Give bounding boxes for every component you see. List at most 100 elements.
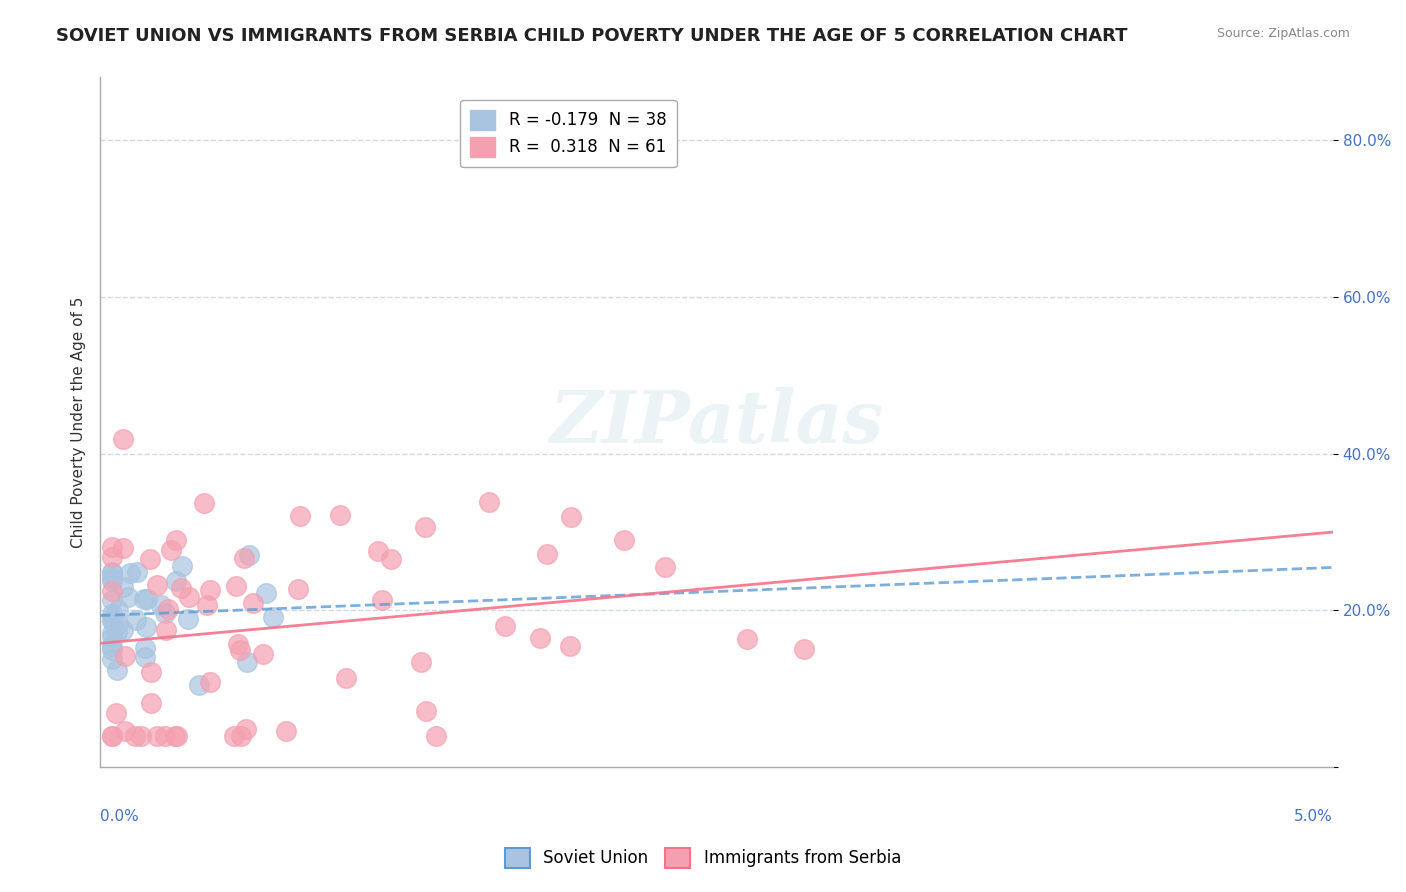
Point: [117, 590, 139, 604]
Point: [494, 619, 516, 633]
Point: [242, 596, 264, 610]
Point: [229, 643, 252, 657]
Point: [104, 706, 127, 721]
Point: [101, 630, 124, 644]
Point: [179, 590, 201, 604]
Point: [141, 697, 163, 711]
Point: [125, 566, 148, 580]
Point: [225, 579, 247, 593]
Point: [146, 729, 169, 743]
Legend: R = -0.179  N = 38, R =  0.318  N = 61: R = -0.179 N = 38, R = 0.318 N = 61: [461, 100, 676, 167]
Text: 0.0%: 0.0%: [100, 809, 139, 823]
Point: [107, 603, 129, 617]
Point: [165, 574, 187, 588]
Point: [558, 639, 581, 653]
Point: [135, 620, 157, 634]
Point: [335, 671, 357, 685]
Point: [198, 674, 221, 689]
Point: [177, 612, 200, 626]
Point: [529, 632, 551, 646]
Point: [226, 637, 249, 651]
Point: [101, 593, 124, 607]
Point: [101, 729, 124, 743]
Point: [156, 602, 179, 616]
Point: [145, 578, 167, 592]
Point: [371, 593, 394, 607]
Point: [112, 623, 135, 637]
Point: [254, 586, 277, 600]
Text: Source: ZipAtlas.com: Source: ZipAtlas.com: [1216, 27, 1350, 40]
Point: [425, 729, 447, 743]
Point: [170, 559, 193, 574]
Point: [134, 591, 156, 606]
Point: [262, 609, 284, 624]
Legend: Soviet Union, Immigrants from Serbia: Soviet Union, Immigrants from Serbia: [498, 841, 908, 875]
Point: [274, 723, 297, 738]
Point: [138, 551, 160, 566]
Point: [163, 729, 186, 743]
Point: [415, 704, 437, 718]
Point: [380, 551, 402, 566]
Point: [411, 655, 433, 669]
Point: [170, 581, 193, 595]
Point: [198, 582, 221, 597]
Point: [101, 584, 124, 599]
Point: [114, 649, 136, 664]
Point: [111, 580, 134, 594]
Point: [478, 495, 501, 509]
Point: [101, 625, 124, 640]
Point: [101, 640, 124, 654]
Point: [141, 665, 163, 679]
Point: [413, 520, 436, 534]
Point: [101, 566, 124, 580]
Point: [159, 543, 181, 558]
Point: [153, 606, 176, 620]
Point: [193, 496, 215, 510]
Point: [101, 550, 124, 565]
Point: [238, 548, 260, 562]
Point: [166, 729, 188, 743]
Point: [101, 541, 124, 555]
Point: [188, 678, 211, 692]
Point: [149, 598, 172, 612]
Point: [129, 729, 152, 743]
Point: [135, 592, 157, 607]
Point: [654, 559, 676, 574]
Point: [235, 722, 257, 736]
Point: [105, 663, 128, 677]
Point: [287, 582, 309, 596]
Point: [105, 624, 128, 639]
Point: [153, 729, 176, 743]
Point: [101, 614, 124, 628]
Point: [101, 643, 124, 657]
Point: [101, 607, 124, 621]
Point: [195, 598, 218, 612]
Point: [536, 547, 558, 561]
Point: [111, 541, 134, 555]
Point: [233, 550, 256, 565]
Text: 5.0%: 5.0%: [1294, 809, 1333, 823]
Point: [329, 508, 352, 523]
Point: [101, 571, 124, 585]
Point: [101, 729, 124, 743]
Point: [101, 611, 124, 625]
Text: SOVIET UNION VS IMMIGRANTS FROM SERBIA CHILD POVERTY UNDER THE AGE OF 5 CORRELAT: SOVIET UNION VS IMMIGRANTS FROM SERBIA C…: [56, 27, 1128, 45]
Point: [165, 533, 187, 548]
Point: [613, 533, 636, 547]
Point: [235, 656, 257, 670]
Point: [101, 565, 124, 579]
Point: [120, 566, 142, 580]
Point: [560, 509, 582, 524]
Point: [252, 647, 274, 661]
Point: [107, 617, 129, 632]
Point: [134, 650, 156, 665]
Point: [125, 614, 148, 628]
Point: [114, 724, 136, 739]
Point: [367, 544, 389, 558]
Point: [134, 640, 156, 655]
Point: [124, 729, 146, 743]
Point: [155, 624, 177, 638]
Text: ZIPatlas: ZIPatlas: [550, 387, 883, 458]
Point: [224, 729, 246, 743]
Point: [793, 641, 815, 656]
